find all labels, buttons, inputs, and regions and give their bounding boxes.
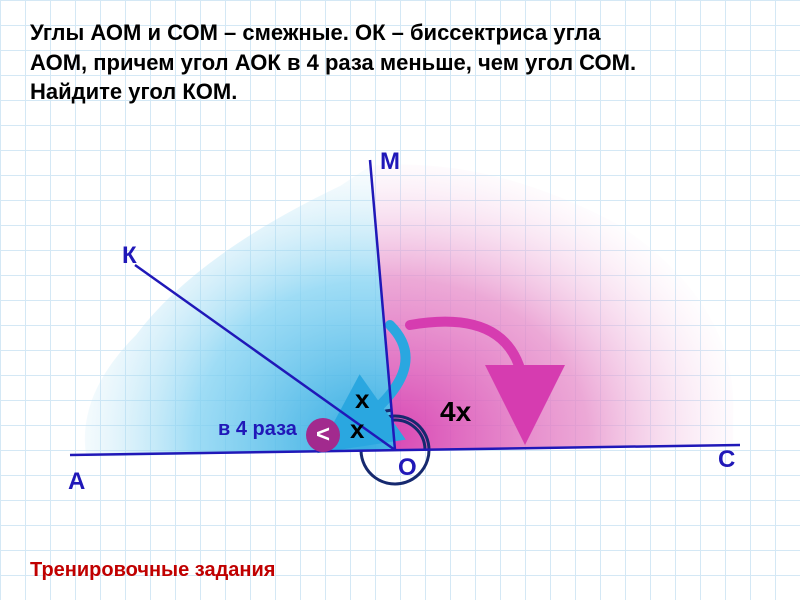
- problem-line-2: АОМ, причем угол АОК в 4 раза меньше, че…: [30, 50, 636, 75]
- label-x-top: х: [355, 384, 369, 415]
- footer-text: Тренировочные задания: [30, 559, 275, 582]
- sector-aom: [85, 166, 395, 457]
- slide-content: Углы АОМ и СОМ – смежные. ОК – биссектри…: [0, 0, 800, 600]
- label-k: К: [122, 242, 137, 270]
- label-o: О: [398, 454, 417, 482]
- label-4x: 4х: [440, 396, 471, 428]
- less-than-badge: <: [306, 418, 340, 452]
- geometry-diagram: < А С О К М х х 4х в 4 раза: [50, 150, 750, 530]
- label-a: А: [68, 468, 85, 496]
- label-c: С: [718, 446, 735, 474]
- problem-line-3: Найдите угол КОМ.: [30, 79, 237, 104]
- label-ratio: в 4 раза: [218, 418, 297, 441]
- problem-line-1: Углы АОМ и СОМ – смежные. ОК – биссектри…: [30, 20, 600, 45]
- label-x-bot: х: [350, 414, 364, 445]
- label-m: М: [380, 148, 400, 176]
- less-than-symbol: <: [316, 421, 330, 449]
- problem-statement: Углы АОМ и СОМ – смежные. ОК – биссектри…: [30, 18, 770, 107]
- sector-com: [371, 165, 734, 450]
